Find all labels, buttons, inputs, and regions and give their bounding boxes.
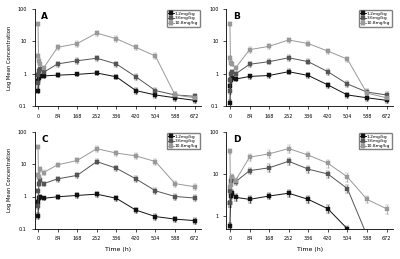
Text: A: A <box>41 12 48 21</box>
Y-axis label: Log Mean Concentration: Log Mean Concentration <box>7 25 12 90</box>
Legend: 1.2mg/kg, 3.6mg/kg, 10.8mg/kg: 1.2mg/kg, 3.6mg/kg, 10.8mg/kg <box>167 133 200 149</box>
Legend: 1.2mg/kg, 3.6mg/kg, 10.8mg/kg: 1.2mg/kg, 3.6mg/kg, 10.8mg/kg <box>359 10 392 27</box>
Text: B: B <box>233 12 240 21</box>
X-axis label: Time (h): Time (h) <box>297 247 323 252</box>
Legend: 1.2mg/kg, 3.6mg/kg, 10.8mg/kg: 1.2mg/kg, 3.6mg/kg, 10.8mg/kg <box>167 10 200 27</box>
X-axis label: Time (h): Time (h) <box>105 247 131 252</box>
Legend: 1.2mg/kg, 3.6mg/kg, 10.8mg/kg: 1.2mg/kg, 3.6mg/kg, 10.8mg/kg <box>359 133 392 149</box>
Text: C: C <box>41 135 48 144</box>
Text: D: D <box>233 135 241 144</box>
Y-axis label: Log Mean Concentration: Log Mean Concentration <box>7 148 12 212</box>
